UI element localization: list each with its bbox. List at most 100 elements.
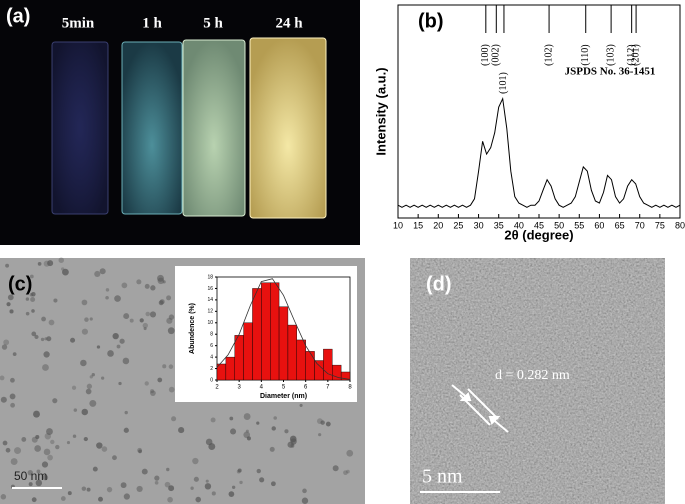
reference-label: (102) [543,44,554,66]
particle [167,496,173,503]
particle [7,294,14,301]
x-tick-label: 50 [554,220,564,230]
particle [30,297,36,302]
particle [71,385,77,390]
particle [138,449,142,454]
particle [70,337,76,343]
particle [190,486,194,490]
reference-label: (002) [491,44,502,66]
panel-label: (b) [418,10,444,32]
particle [124,410,128,415]
particle [14,447,22,455]
particle [112,332,119,340]
x-tick-label: 2 [215,385,219,391]
particle [195,496,201,503]
particle [98,496,103,502]
bar [234,335,244,381]
particle [3,339,10,346]
particle [67,491,72,496]
particle [230,428,237,435]
particle [47,454,53,461]
particle [168,364,174,369]
particle [154,480,159,485]
x-tick-label: 40 [514,220,524,230]
particle [9,393,16,400]
particle [325,421,331,427]
particle [346,469,350,474]
particle [25,311,30,316]
particle [136,485,143,493]
x-tick-label: 65 [615,220,625,230]
x-tick-label: 4 [260,385,264,391]
particle [228,491,235,497]
x-axis-label: Diameter (nm) [260,393,307,400]
particle [316,418,323,425]
y-tick-label: 6 [210,343,213,349]
particle [168,314,175,320]
particle [29,274,34,279]
particle [284,429,289,434]
particle [256,468,261,474]
x-tick-label: 7 [326,385,330,391]
particle [150,285,156,291]
sample-label: 5min [62,15,95,31]
particle [40,337,45,342]
particle [31,436,38,443]
y-tick-label: 10 [207,320,213,326]
sample-label: 24 h [275,15,303,31]
particle [72,434,77,438]
particle [1,344,8,350]
particle [31,309,35,313]
particle [231,485,236,489]
particle [43,448,51,456]
x-tick-label: 8 [348,385,352,391]
particle [150,389,155,394]
panel-label: (a) [6,5,30,27]
y-tick-label: 18 [207,274,213,280]
x-tick-label: 45 [534,220,544,230]
particle [42,474,49,481]
particle [143,327,147,331]
particle [6,302,11,307]
particle [171,416,177,422]
particle [41,461,49,468]
particle [55,444,60,450]
particle [84,317,89,322]
particle [114,295,121,302]
bar [323,348,333,381]
y-tick-label: 12 [207,309,213,315]
particle [105,295,109,300]
particle [101,376,105,380]
particle [105,288,110,292]
particle [157,377,163,383]
particle [129,318,134,323]
particle [81,299,88,306]
reference-card: JSPDS No. 36-1451 [565,66,656,78]
bar [278,306,289,381]
x-tick-label: 3 [237,385,241,391]
particle [33,410,40,418]
particle [123,493,130,500]
bar [305,351,315,381]
particle [99,268,106,275]
particle [29,293,34,297]
particle [10,458,18,466]
particle [31,497,37,503]
x-tick-label: 15 [413,220,423,230]
particle [289,435,297,443]
particle [10,402,15,408]
particle [245,429,249,433]
particle [269,446,275,452]
particle [162,364,167,369]
particle [21,437,27,442]
particle [43,351,50,358]
particle [106,486,113,493]
particle [149,311,157,318]
x-tick-label: 10 [393,220,403,230]
particle [123,313,130,320]
plot-frame [397,4,681,219]
particle [211,491,216,496]
particle [80,359,87,367]
bar [225,356,235,381]
